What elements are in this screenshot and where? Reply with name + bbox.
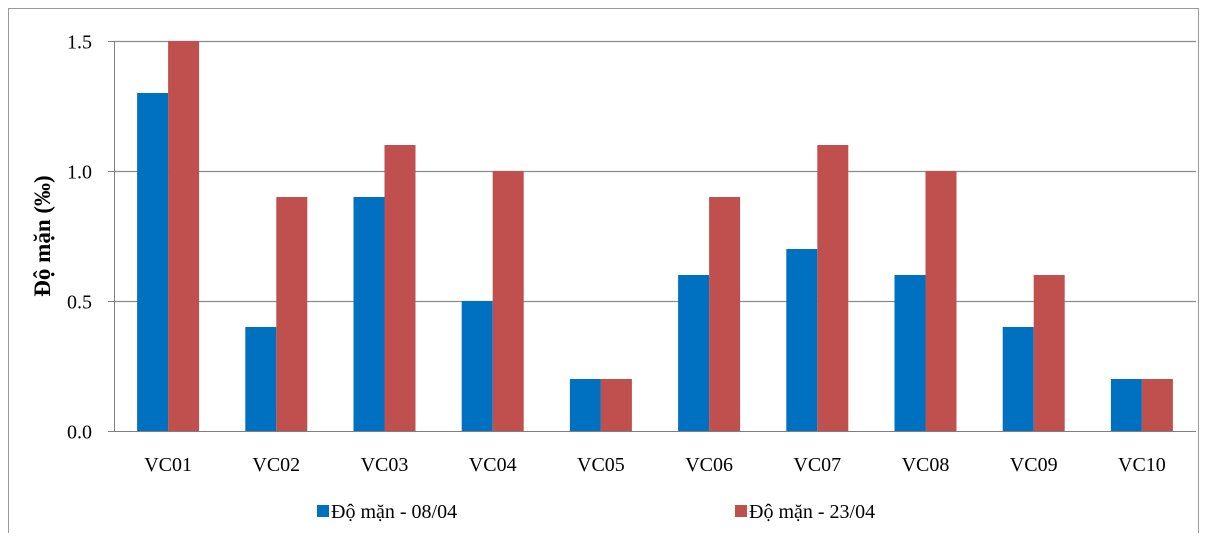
y-tick-label: 0.0	[67, 422, 92, 444]
x-tick-label: VC02	[252, 454, 300, 476]
legend-swatch-series-2	[735, 505, 747, 517]
x-tick-label: VC09	[1010, 454, 1058, 476]
bar-vc02-series-2	[276, 197, 307, 431]
legend: Độ mặn - 08/04 Độ mặn - 23/04	[317, 501, 875, 523]
legend-swatch-series-1	[317, 505, 329, 517]
x-tick-label: VC06	[685, 454, 733, 476]
x-tick-label: VC05	[577, 454, 625, 476]
y-axis-label: Độ mặn (‰)	[30, 175, 55, 296]
y-tick-label: 0.5	[67, 292, 92, 314]
bar-vc04-series-2	[493, 171, 524, 431]
legend-label-series-1: Độ mặn - 08/04	[331, 501, 457, 523]
bar-vc06-series-2	[709, 197, 740, 431]
bar-vc03-series-1	[354, 197, 385, 431]
bar-vc05-series-1	[570, 379, 601, 431]
bar-vc07-series-2	[817, 145, 848, 431]
legend-label-series-2: Độ mặn - 23/04	[749, 501, 875, 523]
x-tick-label: VC03	[361, 454, 409, 476]
bars	[137, 41, 1173, 431]
x-tick-label: VC01	[144, 454, 192, 476]
bar-vc10-series-2	[1142, 379, 1173, 431]
bar-vc05-series-2	[601, 379, 632, 431]
x-tick-labels: VC01 VC02 VC03 VC04 VC05 VC06 VC07 VC08 VC09 VC10	[144, 454, 1166, 476]
x-tick-label: VC04	[469, 454, 517, 476]
bar-vc03-series-2	[385, 145, 416, 431]
bar-vc04-series-1	[462, 301, 493, 431]
y-tick-label: 1.0	[67, 162, 92, 184]
bar-vc08-series-2	[926, 171, 957, 431]
bar-vc09-series-1	[1003, 327, 1034, 431]
bar-vc08-series-1	[895, 275, 926, 431]
y-tick-label: 1.5	[67, 32, 92, 54]
x-tick-label: VC10	[1118, 454, 1166, 476]
x-tick-label: VC07	[793, 454, 841, 476]
bar-vc01-series-1	[137, 93, 168, 431]
x-tick-label: VC08	[902, 454, 950, 476]
y-tick-labels: 0.0 0.5 1.0 1.5	[67, 32, 92, 444]
bar-vc06-series-1	[678, 275, 709, 431]
bar-vc07-series-1	[786, 249, 817, 431]
bar-vc02-series-1	[245, 327, 276, 431]
bar-vc09-series-2	[1034, 275, 1065, 431]
bar-vc10-series-1	[1111, 379, 1142, 431]
bar-vc01-series-2	[168, 41, 199, 431]
